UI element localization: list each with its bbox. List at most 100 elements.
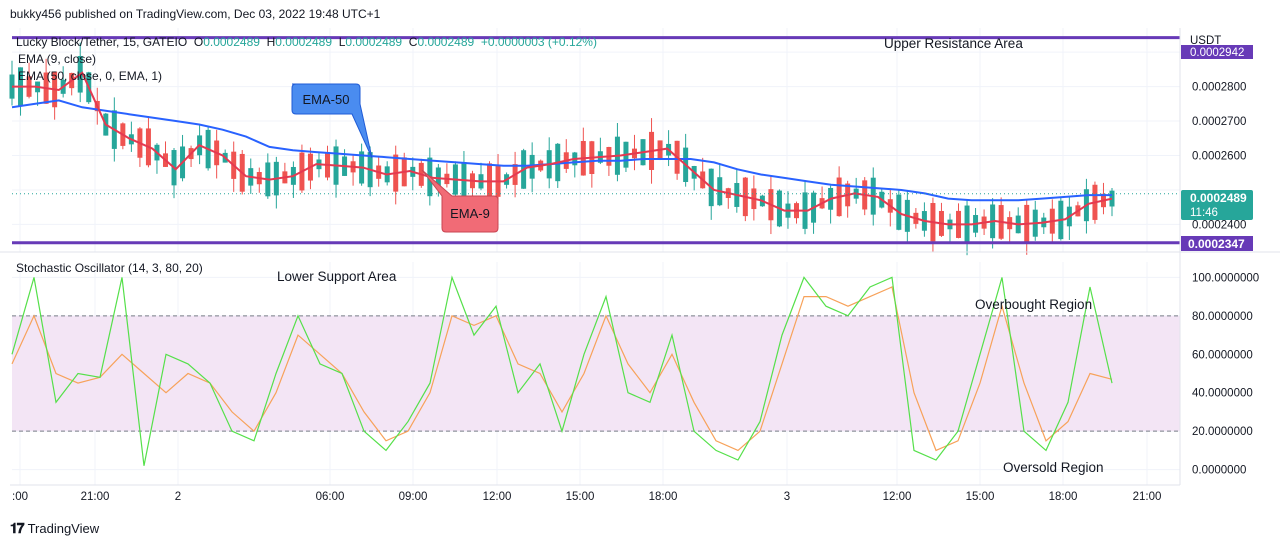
candle xyxy=(359,143,365,186)
countdown-value: 11:46 xyxy=(1190,207,1218,219)
candle xyxy=(683,133,689,187)
candle xyxy=(35,81,41,106)
last-price-value: 0.0002489 xyxy=(1190,191,1247,205)
ema50-series-line xyxy=(11,99,1112,202)
candle xyxy=(811,190,817,234)
candle xyxy=(1058,196,1064,241)
candle xyxy=(282,162,288,184)
candle xyxy=(700,157,706,189)
candle xyxy=(947,213,953,244)
candle xyxy=(990,198,996,249)
ema50-callout: EMA-50 xyxy=(291,83,373,159)
stoch-k-series-line xyxy=(11,275,1113,466)
candle xyxy=(1032,200,1038,241)
candle xyxy=(145,116,151,168)
candle xyxy=(197,124,203,165)
ema9-series-line xyxy=(12,71,1113,226)
candle xyxy=(614,123,620,182)
overbought-label: Overbought Region xyxy=(975,297,1092,312)
time-axis-tick: 18:00 xyxy=(1049,491,1078,503)
candle xyxy=(350,155,356,186)
candle xyxy=(1109,187,1115,217)
candle xyxy=(563,139,569,173)
ohlc-c-label: C xyxy=(408,35,418,49)
oscillator-axis-tick: 20.0000000 xyxy=(1192,426,1253,438)
ema50-legend[interactable]: EMA (50, close, 0, EMA, 1) xyxy=(18,69,163,83)
price-axis-tick: 0.0002800 xyxy=(1192,82,1246,94)
candle xyxy=(333,139,339,198)
ohlc-o-label: O xyxy=(193,35,204,49)
candle xyxy=(964,199,970,256)
candle xyxy=(1015,207,1021,234)
ema9-callout-label: EMA-9 xyxy=(450,206,490,221)
tradingview-brand-text: TradingView xyxy=(27,521,100,536)
candle xyxy=(734,169,740,213)
lower-level-badge: 0.0002347 xyxy=(1181,236,1253,251)
candle xyxy=(674,140,680,180)
candle xyxy=(290,161,296,198)
time-axis-tick: 3 xyxy=(784,491,790,503)
upper-resistance-label: Upper Resistance Area xyxy=(884,36,1023,51)
ohlc-o-value: 0.0002489 xyxy=(203,35,260,49)
candle xyxy=(1007,211,1013,243)
oscillator-axis-tick: 60.0000000 xyxy=(1192,349,1253,361)
oversold-label: Oversold Region xyxy=(1003,460,1104,475)
ohlc-change: +0.0000003 (+0.12%) xyxy=(480,35,597,49)
candle xyxy=(273,156,279,209)
candle xyxy=(572,151,578,178)
stochastic-legend[interactable]: Stochastic Oscillator (14, 3, 80, 20) xyxy=(16,261,203,275)
time-axis-tick: 18:00 xyxy=(649,491,678,503)
time-axis-tick: 06:00 xyxy=(316,491,345,503)
candle xyxy=(546,137,552,189)
time-axis-tick: 21:00 xyxy=(1133,491,1162,503)
oscillator-axis-tick: 100.0000000 xyxy=(1192,272,1259,284)
ema9-callout: EMA-9 xyxy=(421,169,499,233)
lower-support-label: Lower Support Area xyxy=(277,269,397,284)
tradingview-logo[interactable]: 𝟏𝟕 TradingView xyxy=(10,520,99,537)
oscillator-axis-tick: 40.0000000 xyxy=(1192,388,1253,400)
candle xyxy=(393,145,399,205)
candle xyxy=(444,163,450,188)
candle xyxy=(956,203,962,239)
symbol-name[interactable]: Lucky Block/Tether, 15, GATEIO xyxy=(16,35,188,49)
candle xyxy=(853,177,859,204)
candle xyxy=(836,166,842,217)
publish-header: bukky456 published on TradingView.com, D… xyxy=(10,7,381,21)
candle xyxy=(325,145,331,181)
symbol-legend: Lucky Block/Tether, 15, GATEIO O0.000248… xyxy=(16,35,597,49)
candle xyxy=(793,201,799,224)
ohlc-h-value: 0.0002489 xyxy=(275,35,333,49)
candle xyxy=(589,140,595,188)
ohlc-c-value: 0.0002489 xyxy=(417,35,475,49)
candle xyxy=(725,187,731,209)
oscillator-axis-tick: 80.0000000 xyxy=(1192,311,1253,323)
candle xyxy=(580,127,586,176)
lower-level-badge-text: 0.0002347 xyxy=(1188,237,1245,251)
time-axis[interactable]: :00 21:00 2 06:00 09:00 12:00 15:00 18:00 3 12:00… xyxy=(12,491,1161,503)
candle xyxy=(162,141,168,167)
candle xyxy=(9,60,15,106)
candle xyxy=(265,153,271,199)
candle xyxy=(256,167,262,193)
time-axis-tick: 15:00 xyxy=(566,491,595,503)
ema50-callout-label: EMA-50 xyxy=(303,92,350,107)
candle xyxy=(998,197,1004,240)
oscillator-axis[interactable]: 100.0000000 80.0000000 60.0000000 40.000000… xyxy=(1192,272,1259,476)
last-price-badge: 0.0002489 11:46 xyxy=(1181,190,1253,220)
oscillator-axis-tick: 0.0000000 xyxy=(1192,465,1246,477)
candle xyxy=(717,163,723,207)
time-axis-tick: :00 xyxy=(12,491,28,503)
candle xyxy=(171,147,177,199)
ema9-legend[interactable]: EMA (9, close) xyxy=(18,52,97,66)
time-axis-tick: 12:00 xyxy=(483,491,512,503)
time-axis-tick: 15:00 xyxy=(966,491,995,503)
upper-level-badge: 0.0002942 xyxy=(1181,45,1253,59)
price-axis-tick: 0.0002700 xyxy=(1192,116,1246,128)
time-axis-tick: 12:00 xyxy=(883,491,912,503)
stoch-d-series-line xyxy=(11,286,1113,452)
main-pane-grid xyxy=(12,28,1180,252)
time-axis-tick: 21:00 xyxy=(81,491,110,503)
upper-level-badge-text: 0.0002942 xyxy=(1190,47,1244,59)
candle xyxy=(461,151,467,199)
